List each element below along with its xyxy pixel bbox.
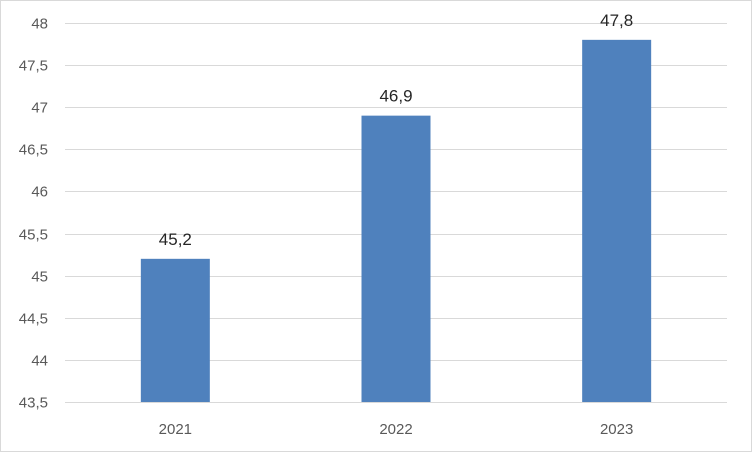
y-tick-label: 44,5 [19,311,48,328]
y-tick-label: 47 [31,100,48,117]
y-tick-label: 43,5 [19,395,48,412]
y-tick-label: 46 [31,184,48,201]
y-tick-label: 44 [31,353,48,370]
data-labels: 45,2 46,9 47,8 [159,11,633,249]
data-label-2022: 46,9 [379,87,412,106]
y-tick-label: 47,5 [19,58,48,75]
y-axis-tick-labels: 43,5 44 44,5 45 45,5 46 46,5 47 47,5 48 [19,16,48,412]
x-tick-label-2022: 2022 [379,421,412,438]
bar-2023 [582,39,652,402]
y-tick-label: 45,5 [19,227,48,244]
bars [140,39,652,403]
x-tick-label-2021: 2021 [159,421,192,438]
bar-2022 [361,115,431,403]
x-axis-tick-labels: 2021 2022 2023 [159,421,634,438]
x-tick-label-2023: 2023 [600,421,633,438]
data-label-2021: 45,2 [159,230,192,249]
y-tick-label: 46,5 [19,142,48,159]
data-label-2023: 47,8 [600,11,633,30]
bar-2021 [140,258,210,402]
y-tick-label: 45 [31,269,48,286]
y-tick-label: 48 [31,16,48,33]
